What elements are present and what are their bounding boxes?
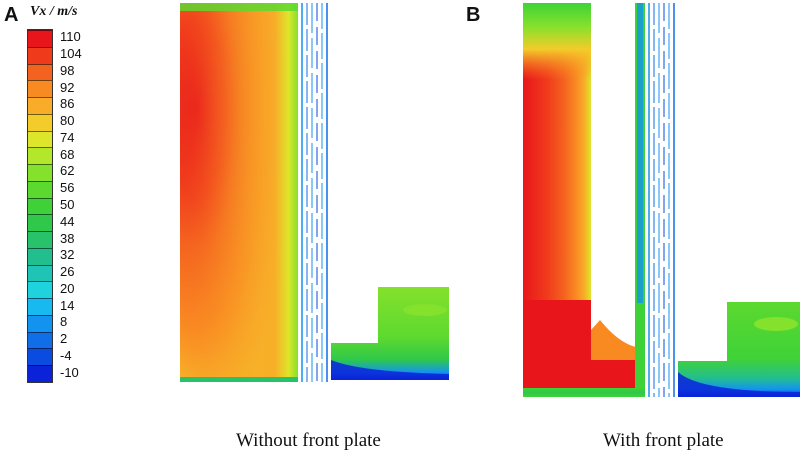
- legend-tick-label: -10: [60, 364, 79, 380]
- panel-a-base-strip: [180, 377, 302, 382]
- legend-swatch: [28, 231, 52, 248]
- legend-swatch: [28, 247, 52, 265]
- color-legend: [27, 29, 53, 383]
- legend-swatch: [28, 164, 52, 181]
- panel-a-tube-bank: [298, 3, 331, 382]
- legend-swatch: [28, 113, 52, 131]
- legend-tick-label: 104: [60, 46, 82, 62]
- legend-swatch: [28, 30, 52, 47]
- panel-label-a: A: [4, 4, 19, 26]
- panel-b-bottom-turn: [523, 300, 640, 388]
- legend-swatch: [28, 264, 52, 282]
- panel-b-base-strip: [523, 388, 645, 397]
- legend-swatch: [28, 314, 52, 332]
- legend-swatch: [28, 180, 52, 198]
- legend-tick-label: 98: [60, 62, 75, 78]
- legend-tick-label: 38: [60, 230, 75, 246]
- legend-swatch: [28, 348, 52, 366]
- legend-swatch: [28, 130, 52, 148]
- legend-tick-label: 8: [60, 314, 68, 330]
- panel-b-duct-core: [754, 317, 798, 331]
- panel-a-duct-core: [403, 304, 447, 316]
- legend-swatch: [28, 80, 52, 98]
- caption-panel-a: Without front plate: [236, 430, 381, 451]
- legend-swatch: [28, 97, 52, 114]
- legend-tick-label: 110: [60, 29, 81, 45]
- legend-tick-label: 86: [60, 96, 75, 112]
- legend-tick-label: 26: [60, 264, 75, 280]
- panel-a-top-layer: [180, 3, 298, 11]
- legend-tick-label: 56: [60, 180, 75, 196]
- legend-tick-label: 14: [60, 297, 75, 313]
- legend-swatch: [28, 214, 52, 232]
- legend-swatch: [28, 298, 52, 315]
- legend-swatch: [28, 331, 52, 349]
- legend-tick-label: 50: [60, 197, 75, 212]
- legend-tick-label: 62: [60, 163, 75, 179]
- caption-panel-b: With front plate: [603, 430, 724, 451]
- legend-swatch: [28, 46, 52, 64]
- legend-tick-label: 32: [60, 247, 75, 263]
- legend-tick-label: 92: [60, 79, 75, 95]
- legend-tick-label: 80: [60, 113, 75, 129]
- panel-b-reverse-flow-zone: [678, 372, 800, 397]
- legend-swatch: [28, 281, 52, 299]
- panel-a-wall-layer: [180, 3, 298, 377]
- legend-tick-label: 74: [60, 129, 75, 145]
- legend-tick-label: -4: [60, 347, 72, 363]
- panel-b-contours: [523, 3, 800, 397]
- legend-swatch: [28, 365, 52, 382]
- panel-b-turn-edge: [591, 320, 640, 360]
- legend-swatch: [28, 63, 52, 81]
- legend-tick-label: 68: [60, 146, 75, 162]
- legend-swatch: [28, 197, 52, 215]
- legend-swatch: [28, 147, 52, 165]
- panel-a-contours: [180, 3, 449, 382]
- legend-tick-label: 2: [60, 331, 68, 347]
- panel-a-reverse-flow-zone: [331, 360, 449, 380]
- panel-label-b: B: [466, 4, 481, 26]
- panel-b-tube-bank: [645, 3, 678, 397]
- legend-tick-label: 20: [60, 280, 75, 296]
- legend-title: Vx / m/s: [30, 4, 78, 19]
- legend-tick-label: 44: [60, 213, 75, 229]
